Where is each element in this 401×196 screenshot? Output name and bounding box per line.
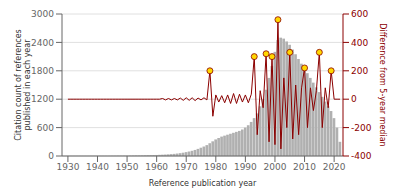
svg-text:200: 200 <box>351 66 368 76</box>
svg-text:1930: 1930 <box>56 162 79 172</box>
svg-text:1940: 1940 <box>86 162 109 172</box>
svg-text:3000: 3000 <box>31 9 54 19</box>
svg-text:2010: 2010 <box>293 162 316 172</box>
svg-text:600: 600 <box>37 123 54 133</box>
svg-text:1970: 1970 <box>175 162 198 172</box>
svg-text:-200: -200 <box>351 123 372 133</box>
svg-text:2400: 2400 <box>31 38 54 48</box>
svg-text:-400: -400 <box>351 151 372 161</box>
svg-text:400: 400 <box>351 38 368 48</box>
svg-text:2020: 2020 <box>323 162 346 172</box>
svg-text:Citation count of referencespu: Citation count of referencespublished in… <box>14 29 32 140</box>
svg-text:600: 600 <box>351 9 368 19</box>
svg-text:1990: 1990 <box>234 162 257 172</box>
svg-text:1200: 1200 <box>31 94 54 104</box>
svg-text:1800: 1800 <box>31 66 54 76</box>
svg-text:Difference from 5‑year median: Difference from 5‑year median <box>379 23 388 146</box>
svg-text:0: 0 <box>351 94 357 104</box>
svg-text:1950: 1950 <box>116 162 139 172</box>
svg-text:1980: 1980 <box>204 162 227 172</box>
svg-text:Reference publication year: Reference publication year <box>149 179 257 188</box>
svg-text:2000: 2000 <box>264 162 287 172</box>
svg-text:0: 0 <box>48 151 54 161</box>
svg-text:1960: 1960 <box>145 162 168 172</box>
